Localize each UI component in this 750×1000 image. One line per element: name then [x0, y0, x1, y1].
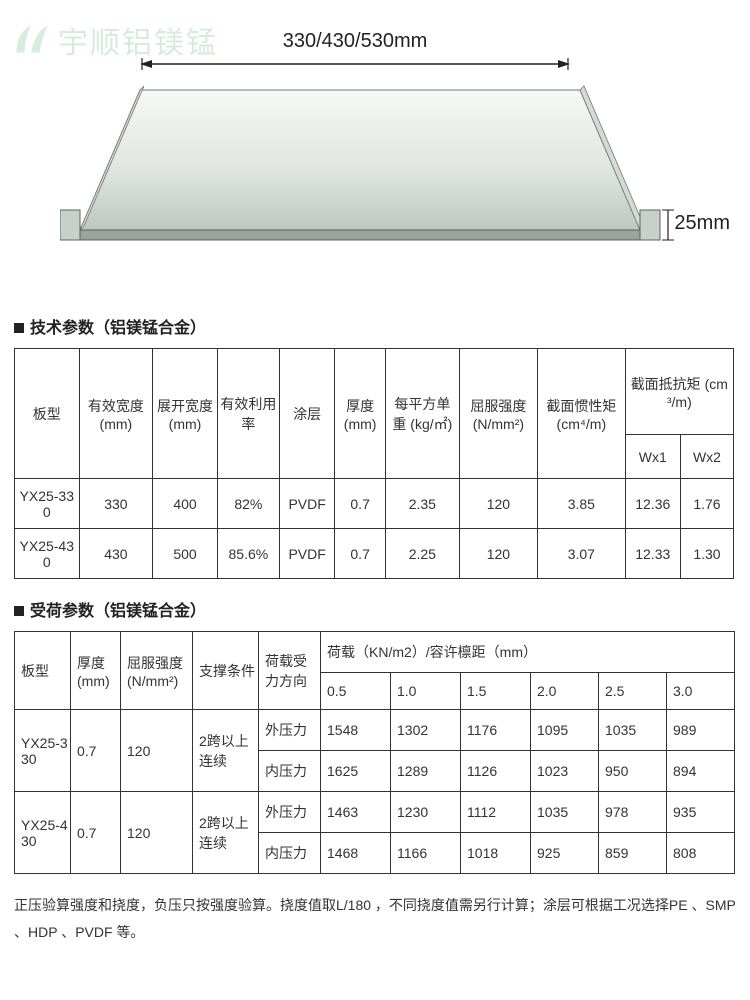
table-cell: 1289 — [391, 751, 461, 792]
th-yield: 屈服强度 (N/mm²) — [459, 349, 537, 479]
table-cell: 1176 — [461, 710, 531, 751]
table-cell: 12.33 — [625, 529, 680, 579]
th2-load-span: 荷载（KN/m2）/容许檩距（mm） — [321, 632, 735, 673]
tech-params-table: 板型 有效宽度 (mm) 展开宽度 (mm) 有效利用率 涂层 厚度 (mm) … — [14, 348, 734, 579]
panel-cross-section — [60, 80, 680, 280]
section-title-load-params: 受荷参数（铝镁锰合金） — [14, 597, 750, 621]
table-cell: 1548 — [321, 710, 391, 751]
table-cell: 内压力 — [259, 751, 321, 792]
th-wx2: Wx2 — [680, 435, 733, 479]
table-cell: 0.7 — [335, 529, 386, 579]
th2-span-col: 2.5 — [599, 673, 667, 710]
table-cell: 1302 — [391, 710, 461, 751]
table-cell: 1112 — [461, 792, 531, 833]
table-cell: 3.85 — [538, 479, 626, 529]
table-cell: 0.7 — [71, 792, 121, 874]
table-cell: 1018 — [461, 833, 531, 874]
table-cell: 外压力 — [259, 792, 321, 833]
brand-watermark: 宇顺铝镁锰 — [10, 18, 218, 62]
load-params-table: 板型 厚度 (mm) 屈服强度 (N/mm²) 支撑条件 荷载受力方向 荷载（K… — [14, 631, 735, 874]
table-cell: 1625 — [321, 751, 391, 792]
th-thickness: 厚度 (mm) — [335, 349, 386, 479]
table-cell: 1035 — [599, 710, 667, 751]
th2-span-col: 1.5 — [461, 673, 531, 710]
table-cell: 1095 — [531, 710, 599, 751]
table-cell: 0.7 — [335, 479, 386, 529]
table-cell: YX25-330 — [15, 479, 80, 529]
th2-yield: 屈服强度 (N/mm²) — [121, 632, 193, 710]
th-model: 板型 — [15, 349, 80, 479]
table-cell: 1.76 — [680, 479, 733, 529]
th2-span-col: 0.5 — [321, 673, 391, 710]
table-cell: 3.07 — [538, 529, 626, 579]
table-cell: 1035 — [531, 792, 599, 833]
th-unfold-width: 展开宽度 (mm) — [153, 349, 218, 479]
th2-model: 板型 — [15, 632, 71, 710]
table-cell: PVDF — [279, 479, 334, 529]
th2-span-col: 2.0 — [531, 673, 599, 710]
table-cell: 2.35 — [385, 479, 459, 529]
table-cell: 120 — [459, 529, 537, 579]
table-cell: 12.36 — [625, 479, 680, 529]
table-cell: YX25-430 — [15, 529, 80, 579]
bullet-square-icon — [14, 606, 24, 616]
table-cell: PVDF — [279, 529, 334, 579]
th-coating: 涂层 — [279, 349, 334, 479]
table-cell: YX25-430 — [15, 792, 71, 874]
table-cell: 2.25 — [385, 529, 459, 579]
table-cell: 1023 — [531, 751, 599, 792]
table-cell: 120 — [121, 710, 193, 792]
table-cell: 1126 — [461, 751, 531, 792]
table-cell: 950 — [599, 751, 667, 792]
table-cell: 894 — [667, 751, 735, 792]
table-cell: 935 — [667, 792, 735, 833]
th-moment-inertia: 截面惯性矩 (cm⁴/m) — [538, 349, 626, 479]
table-cell: YX25-330 — [15, 710, 71, 792]
table-cell: 外压力 — [259, 710, 321, 751]
brand-logo-icon — [10, 19, 52, 61]
th2-thickness: 厚度 (mm) — [71, 632, 121, 710]
table-cell: 0.7 — [71, 710, 121, 792]
table-cell: 内压力 — [259, 833, 321, 874]
footnote-text: 正压验算强度和挠度，负压只按强度验算。挠度值取L/180 ，不同挠度值需另行计算… — [14, 892, 736, 945]
height-dimension-label: 25mm — [674, 212, 730, 235]
table-cell: 1468 — [321, 833, 391, 874]
th-section-modulus: 截面抵抗矩 (cm³/m) — [625, 349, 733, 435]
brand-text: 宇顺铝镁锰 — [58, 18, 218, 62]
table-cell: 120 — [459, 479, 537, 529]
th2-load-dir: 荷载受力方向 — [259, 632, 321, 710]
th2-span-col: 1.0 — [391, 673, 461, 710]
th-weight: 每平方单重 (kg/㎡) — [385, 349, 459, 479]
table-cell: 859 — [599, 833, 667, 874]
table-cell: 989 — [667, 710, 735, 751]
th2-span-col: 3.0 — [667, 673, 735, 710]
table-cell: 430 — [79, 529, 153, 579]
table-cell: 2跨以上连续 — [193, 710, 259, 792]
table-cell: 925 — [531, 833, 599, 874]
th-eff-ratio: 有效利用率 — [217, 349, 279, 479]
table-cell: 85.6% — [217, 529, 279, 579]
table-cell: 1166 — [391, 833, 461, 874]
table-cell: 1230 — [391, 792, 461, 833]
th-wx1: Wx1 — [625, 435, 680, 479]
th2-support: 支撑条件 — [193, 632, 259, 710]
table-cell: 808 — [667, 833, 735, 874]
table-cell: 400 — [153, 479, 218, 529]
table-cell: 120 — [121, 792, 193, 874]
table-cell: 500 — [153, 529, 218, 579]
table-cell: 1463 — [321, 792, 391, 833]
table-cell: 2跨以上连续 — [193, 792, 259, 874]
table-cell: 1.30 — [680, 529, 733, 579]
section-title-tech-params: 技术参数（铝镁锰合金） — [14, 314, 750, 338]
table-cell: 82% — [217, 479, 279, 529]
th-eff-width: 有效宽度 (mm) — [79, 349, 153, 479]
bullet-square-icon — [14, 323, 24, 333]
table-cell: 978 — [599, 792, 667, 833]
table-cell: 330 — [79, 479, 153, 529]
